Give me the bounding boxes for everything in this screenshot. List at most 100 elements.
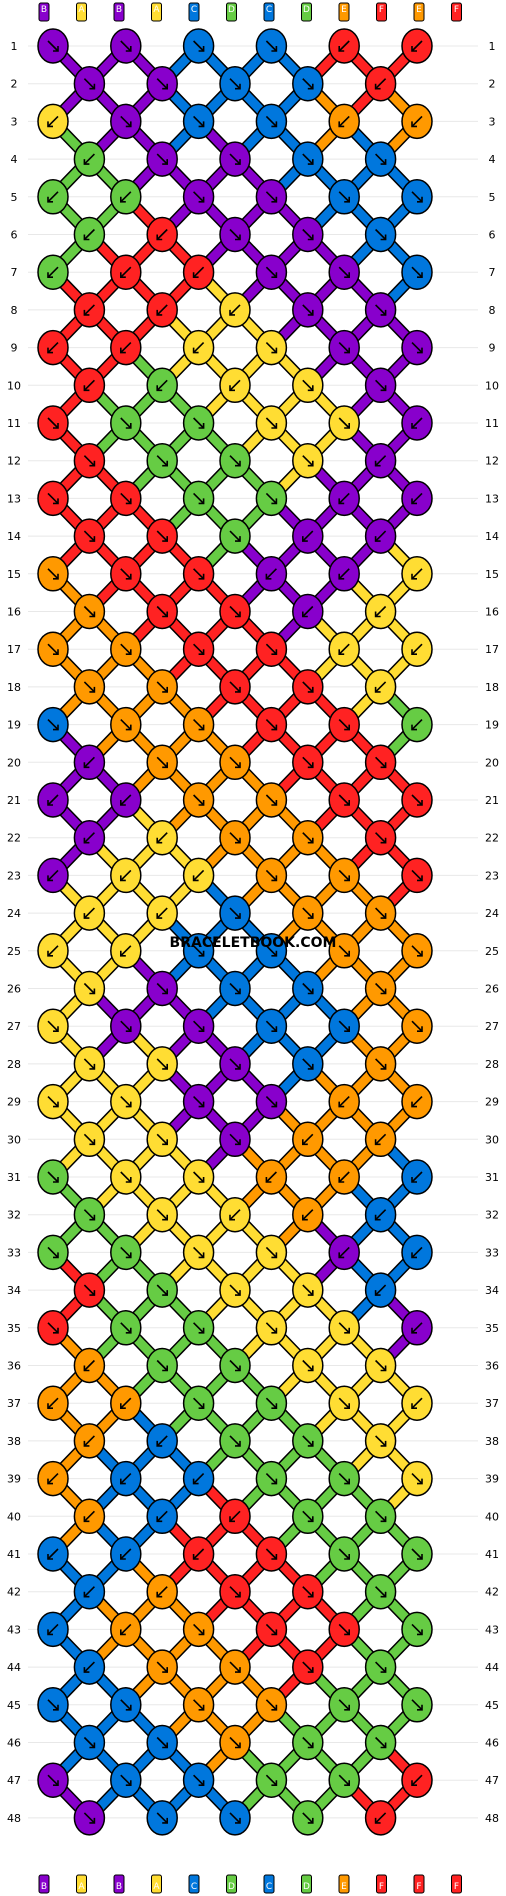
row-number-left: 9	[11, 342, 18, 355]
knot-arrowhead-icon	[156, 913, 163, 919]
knot-arrow-icon	[375, 304, 387, 316]
knot-arrow-icon	[411, 643, 423, 655]
knot	[182, 1536, 215, 1572]
knot-arrowhead-icon	[83, 837, 90, 844]
knot	[401, 1687, 433, 1723]
knot	[255, 179, 288, 215]
knot-arrowhead-icon	[344, 1704, 351, 1711]
knot-arrowhead-icon	[338, 649, 345, 656]
knot-arrow-icon	[229, 530, 241, 542]
knot-arrowhead-icon	[198, 800, 205, 806]
knot	[182, 1310, 215, 1346]
knot	[328, 631, 360, 667]
row-number-right: 36	[485, 1360, 499, 1373]
row-number-right: 23	[485, 869, 499, 882]
knot	[219, 819, 251, 856]
knot	[37, 1159, 69, 1195]
knot-arrowhead-icon	[120, 1554, 126, 1560]
knot-arrow-icon	[302, 1510, 314, 1522]
knot-arrow-icon	[265, 719, 277, 731]
knot-arrow-icon	[156, 1284, 168, 1296]
knot-arrow-icon	[193, 1699, 205, 1711]
knot	[364, 669, 397, 705]
knot-arrow-icon	[265, 1699, 277, 1711]
knot-arrow-icon	[411, 869, 423, 881]
knot	[73, 1649, 106, 1685]
knot-arrow-icon	[83, 1510, 95, 1522]
knot	[401, 405, 433, 441]
knot-arrowhead-icon	[271, 875, 278, 882]
knot	[255, 1310, 288, 1346]
knot-arrow-icon	[411, 794, 423, 806]
knot-arrowhead-icon	[235, 83, 241, 90]
row-number-left: 5	[11, 191, 18, 204]
knot	[73, 292, 106, 328]
knot-arrowhead-icon	[156, 309, 163, 316]
knot-arrow-icon	[193, 1171, 205, 1183]
knot	[401, 1611, 433, 1648]
knot-arrowhead-icon	[344, 875, 351, 882]
knot	[110, 28, 142, 64]
knot-arrowhead-icon	[125, 649, 132, 656]
knot	[255, 1083, 288, 1120]
knot-arrowhead-icon	[198, 423, 205, 429]
row-number-right: 39	[485, 1473, 499, 1486]
knot	[73, 216, 106, 253]
top-string-label: A	[153, 5, 160, 15]
knot	[255, 329, 288, 366]
row-number-right: 33	[485, 1246, 499, 1259]
knot-arrow-icon	[229, 1133, 241, 1145]
knot	[219, 518, 251, 554]
row-number-left: 35	[7, 1322, 21, 1335]
knot-arrow-icon	[156, 1133, 168, 1145]
knot-arrow-icon	[265, 869, 277, 881]
knot-arrowhead-icon	[271, 1252, 278, 1259]
knot-arrowhead-icon	[125, 1704, 132, 1711]
knot-arrow-icon	[229, 228, 241, 241]
knot-arrow-icon	[83, 1209, 95, 1221]
top-string-label: D	[228, 5, 235, 15]
knot	[182, 706, 215, 743]
bottom-string	[376, 1874, 387, 1894]
knot-arrowhead-icon	[53, 573, 59, 580]
knot	[255, 706, 288, 743]
knot	[146, 216, 178, 253]
knot	[73, 442, 106, 479]
knot-arrow-icon	[338, 417, 350, 429]
knot	[364, 518, 397, 554]
knot-arrowhead-icon	[307, 159, 314, 165]
knot-arrow-icon	[120, 869, 132, 881]
knot	[37, 857, 69, 894]
knot	[182, 254, 215, 290]
row-number-left: 41	[7, 1548, 21, 1561]
row-number-left: 13	[7, 492, 21, 505]
knot	[328, 1159, 360, 1195]
knot-arrow-icon	[193, 1020, 205, 1032]
knot	[364, 1196, 397, 1233]
bottom-string-label: A	[78, 1882, 85, 1892]
knot	[110, 782, 142, 818]
knot-arrowhead-icon	[83, 234, 90, 241]
knot-arrow-icon	[120, 1096, 132, 1108]
knot-arrowhead-icon	[229, 1516, 235, 1523]
knot	[219, 669, 251, 705]
knot-arrowhead-icon	[47, 1554, 53, 1560]
knot-arrow-icon	[193, 342, 205, 354]
top-string-label: C	[191, 5, 197, 15]
row-number-right: 31	[485, 1171, 499, 1184]
knot	[255, 556, 288, 592]
knot-arrowhead-icon	[380, 837, 387, 844]
knot-arrow-icon	[229, 1435, 241, 1447]
knot-arrow-icon	[265, 643, 277, 655]
row-number-right: 42	[485, 1586, 499, 1599]
knot	[182, 28, 215, 64]
knot	[110, 1762, 142, 1798]
knot	[182, 1234, 215, 1271]
knot-arrow-icon	[47, 1699, 59, 1711]
knot	[401, 706, 433, 743]
knot-arrowhead-icon	[53, 423, 59, 429]
top-string-label: D	[303, 5, 310, 15]
knot-arrowhead-icon	[120, 1629, 126, 1636]
knot-arrowhead-icon	[344, 1780, 351, 1786]
knot-arrow-icon	[302, 982, 314, 995]
